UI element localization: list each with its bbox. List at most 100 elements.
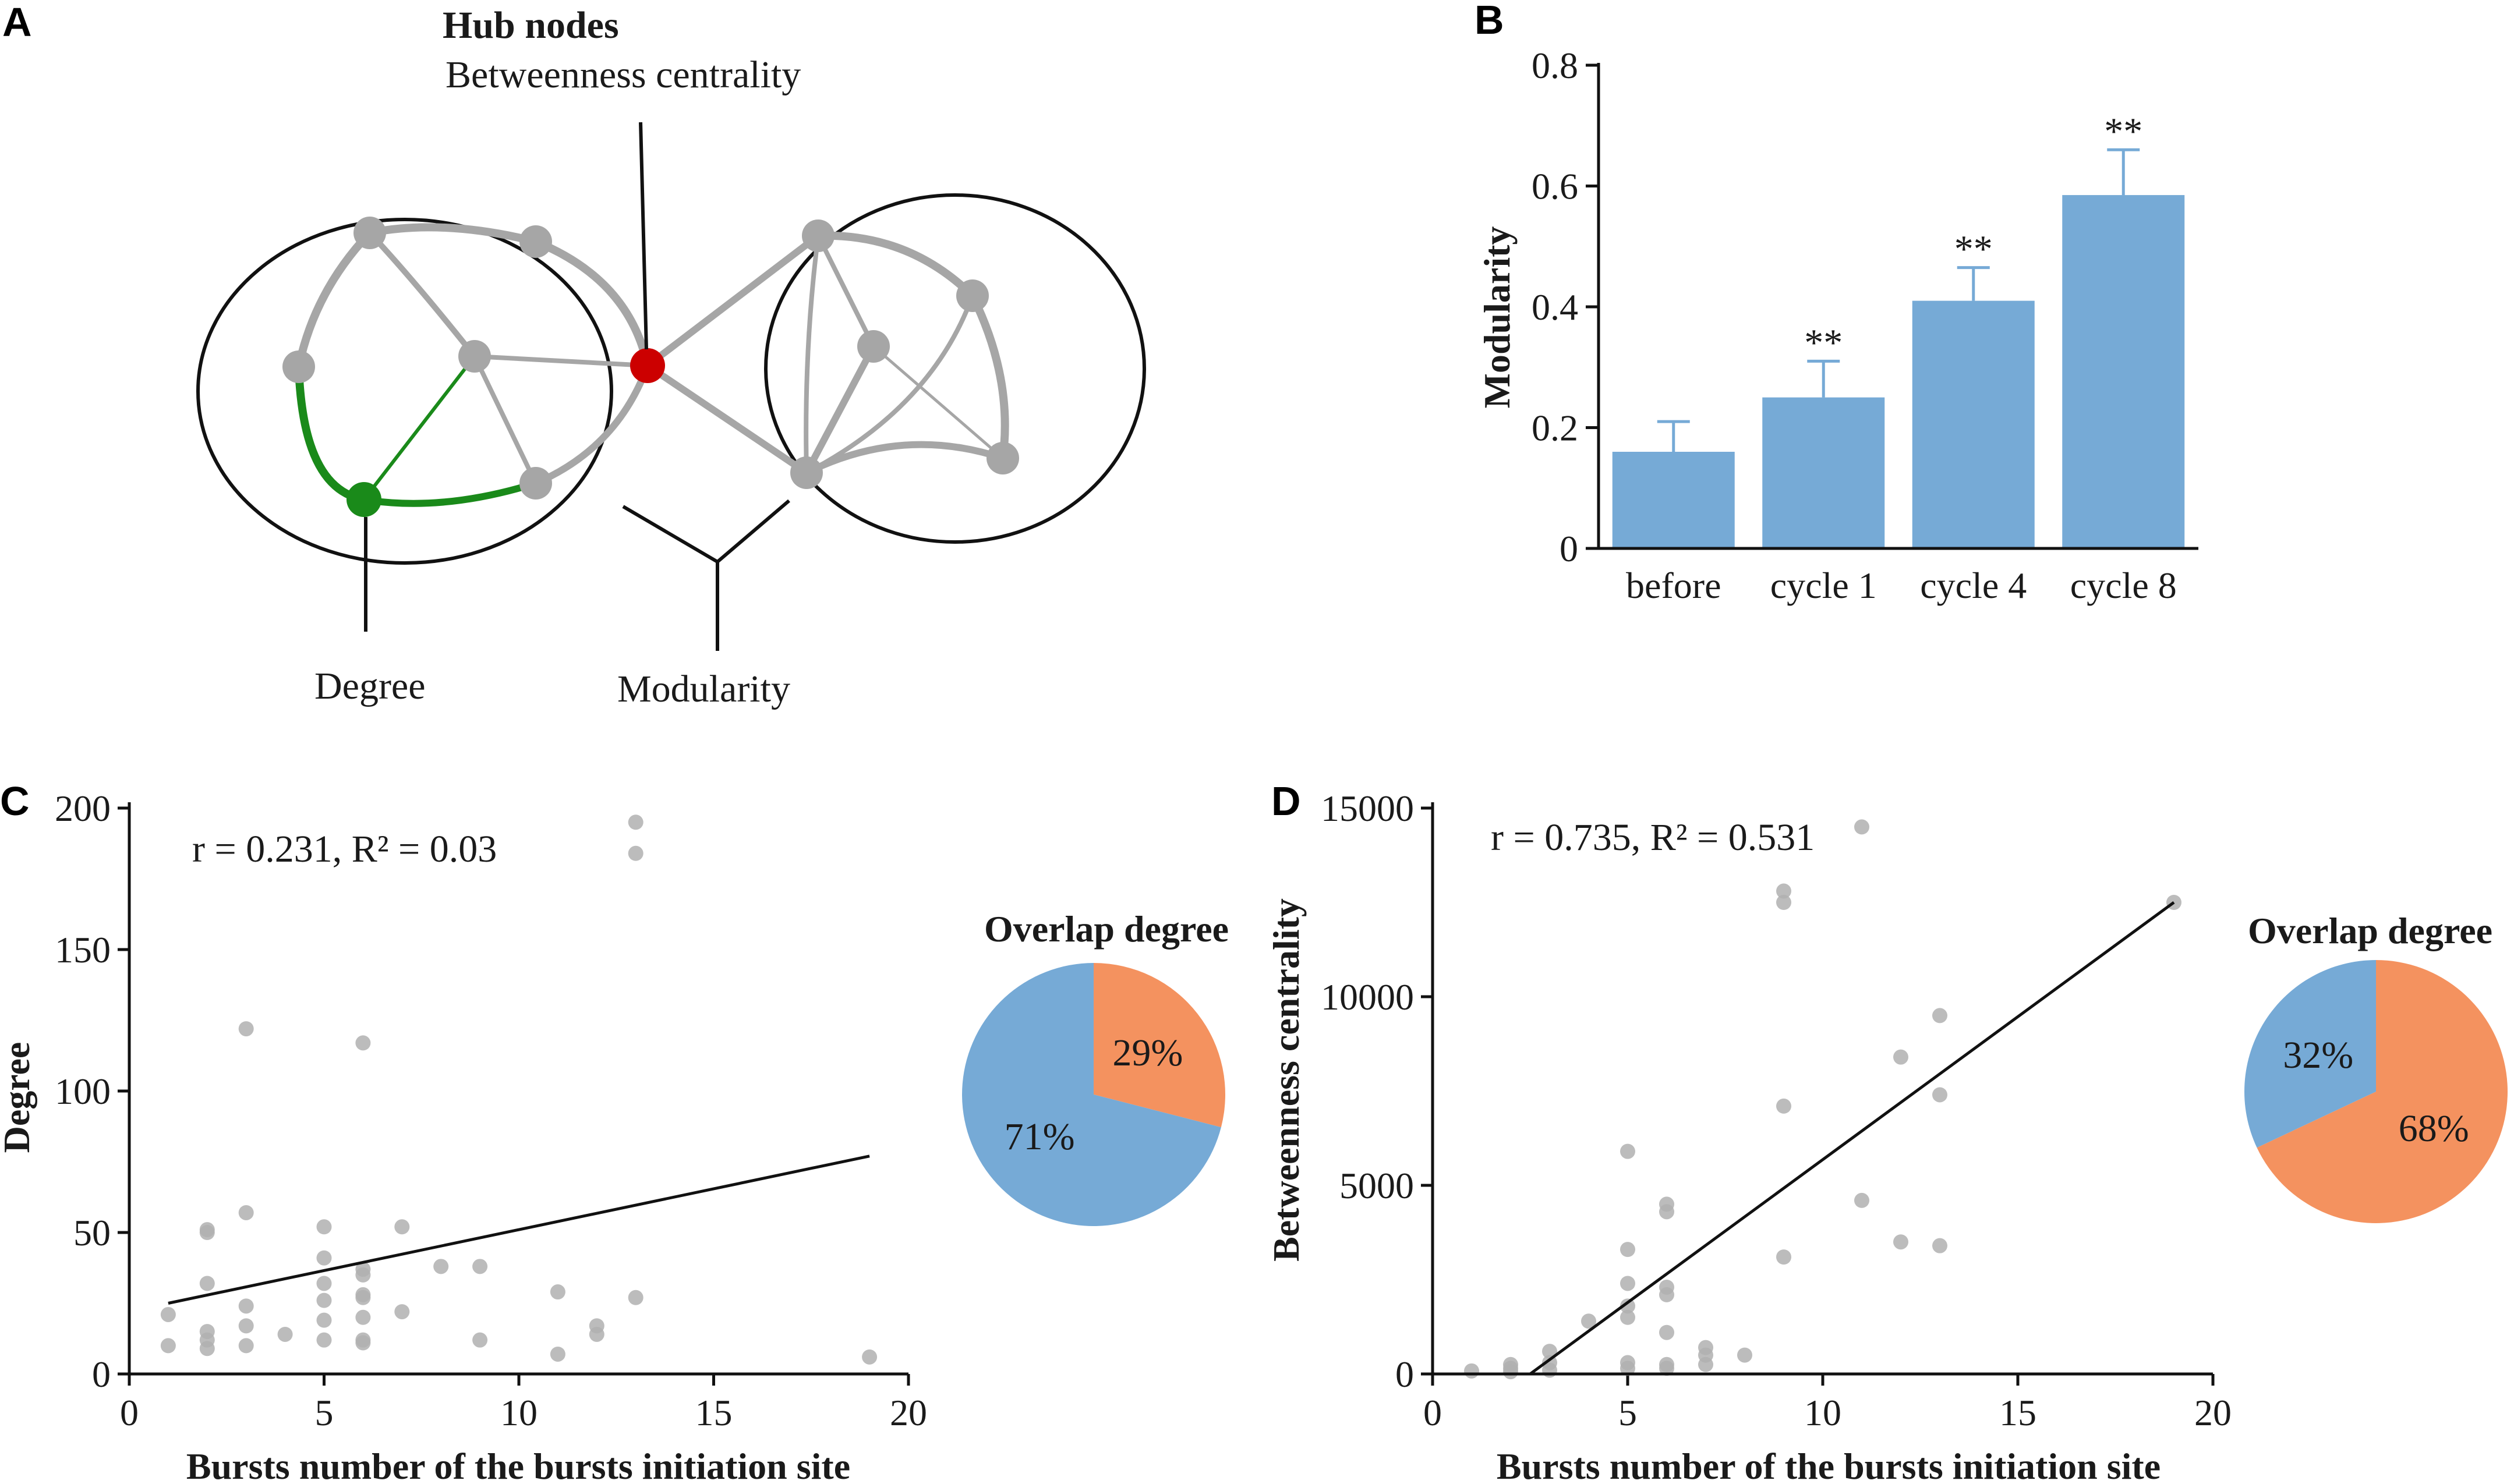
c-data-point: [316, 1250, 332, 1266]
b-significance-mark: **: [2104, 110, 2142, 153]
c-points: [160, 814, 878, 1365]
c-data-point: [238, 1021, 254, 1037]
c-fit-line: [168, 1154, 870, 1305]
d-x-tick-label: 5: [1618, 1392, 1637, 1433]
d-data-point: [1659, 1287, 1674, 1302]
c-data-point: [628, 845, 643, 861]
node-hub-red: [630, 348, 665, 383]
c-pie-slice: [1094, 962, 1226, 1128]
c-data-point: [316, 1312, 332, 1328]
d-x-axis-label: Bursts number of the bursts initiation s…: [1497, 1446, 2161, 1484]
d-stats: r = 0.735, R² = 0.531: [1491, 816, 1815, 859]
d-y-tick-label: 5000: [1339, 1165, 1414, 1206]
node: [857, 330, 890, 363]
b-x-tick-label: cycle 1: [1770, 565, 1877, 606]
b-y-tick-label: 0.2: [1532, 408, 1578, 449]
c-data-point: [316, 1292, 332, 1308]
d-data-point: [1659, 1324, 1674, 1340]
c-data-point: [355, 1309, 371, 1325]
d-pie-slice: [2257, 960, 2508, 1223]
d-data-point: [1659, 1361, 1674, 1376]
edges-degree-highlight: [295, 355, 539, 507]
d-data-point: [1854, 1192, 1869, 1208]
c-x-tick-label: 5: [315, 1392, 334, 1433]
c-pie-slice: [962, 963, 1221, 1227]
c-data-point: [355, 1267, 371, 1283]
c-x-tick-label: 0: [120, 1392, 139, 1433]
d-data-point: [1893, 1234, 1908, 1250]
c-pie-title: Overlap degree: [984, 908, 1229, 950]
d-data-point: [1776, 1098, 1791, 1114]
d-data-point: [1503, 1364, 1518, 1380]
panel-a-network-diagram: A Hub nodes Betweenness centrality: [2, 0, 1146, 710]
c-data-point: [862, 1349, 878, 1365]
c-data-point: [472, 1259, 488, 1274]
d-x-tick-label: 0: [1423, 1392, 1442, 1433]
d-pie-title: Overlap degree: [2248, 910, 2492, 951]
c-y-tick-label: 200: [55, 788, 111, 829]
node: [519, 467, 552, 500]
d-data-point: [1620, 1143, 1635, 1159]
d-data-point: [1620, 1276, 1635, 1291]
c-data-point: [316, 1219, 332, 1235]
c-pie-slice-label: 71%: [1005, 1115, 1075, 1158]
node: [986, 442, 1019, 474]
b-bar: [1762, 397, 1885, 548]
d-data-point: [1581, 1313, 1596, 1329]
c-data-point: [355, 1335, 371, 1351]
b-bar: [2062, 195, 2185, 548]
network-nodes: [282, 217, 1019, 517]
node: [956, 279, 989, 312]
d-x-tick-label: 10: [1804, 1392, 1841, 1433]
d-x-tick-label: 15: [1999, 1392, 2036, 1433]
c-x-tick-label: 20: [890, 1392, 927, 1433]
d-y-tick-label: 0: [1395, 1354, 1414, 1395]
d-x-ticks: 0 5 10 15 20: [1423, 1374, 2232, 1433]
b-y-tick-label: 0.6: [1532, 166, 1578, 207]
b-bars: [1612, 195, 2185, 548]
node: [519, 225, 552, 258]
d-data-point: [1932, 1008, 1947, 1023]
c-data-point: [316, 1276, 332, 1291]
d-data-point: [1620, 1309, 1635, 1325]
d-pie: 68% 32%: [2244, 960, 2508, 1223]
c-y-tick-label: 50: [73, 1212, 111, 1253]
d-data-point: [1698, 1357, 1713, 1372]
b-bar: [1612, 452, 1735, 548]
panel-c-label: C: [0, 778, 30, 824]
d-y-ticks: 0 5000 10000 15000: [1321, 788, 1433, 1395]
d-y-tick-label: 15000: [1321, 788, 1414, 829]
d-data-point: [1854, 819, 1869, 835]
leader-lines: [364, 122, 790, 651]
b-y-tick-label: 0: [1560, 528, 1578, 569]
b-significance-marks: ** ** **: [1804, 110, 2142, 364]
d-data-point: [1464, 1363, 1479, 1379]
degree-label: Degree: [314, 665, 426, 707]
c-data-point: [355, 1035, 371, 1051]
c-data-point: [199, 1341, 215, 1357]
hub-nodes-title: Hub nodes: [443, 4, 619, 47]
hub-nodes-subtitle: Betweenness centrality: [445, 54, 801, 96]
d-data-point: [1737, 1347, 1752, 1363]
c-stats: r = 0.231, R² = 0.03: [192, 828, 497, 870]
d-data-point: [1659, 1204, 1674, 1220]
d-data-point: [1932, 1087, 1947, 1103]
d-y-tick-label: 10000: [1321, 976, 1414, 1018]
c-data-point: [238, 1298, 254, 1314]
panel-a-label: A: [2, 0, 32, 45]
c-x-tick-label: 10: [500, 1392, 538, 1433]
d-data-point: [1776, 883, 1791, 899]
c-y-ticks: 0 50 100 150 200: [55, 788, 129, 1395]
c-data-point: [160, 1338, 176, 1354]
edges-right-module: [803, 231, 1009, 476]
edges-left-module: [295, 223, 652, 487]
b-x-tick-label: cycle 8: [2070, 565, 2177, 606]
module-right-ellipse: [764, 193, 1146, 544]
d-pie-slice-label: 68%: [2399, 1107, 2469, 1150]
c-data-point: [238, 1205, 254, 1220]
c-data-point: [433, 1259, 449, 1274]
d-fit-line: [1529, 901, 2175, 1376]
c-data-point: [160, 1306, 176, 1322]
d-data-point: [1776, 1249, 1791, 1265]
